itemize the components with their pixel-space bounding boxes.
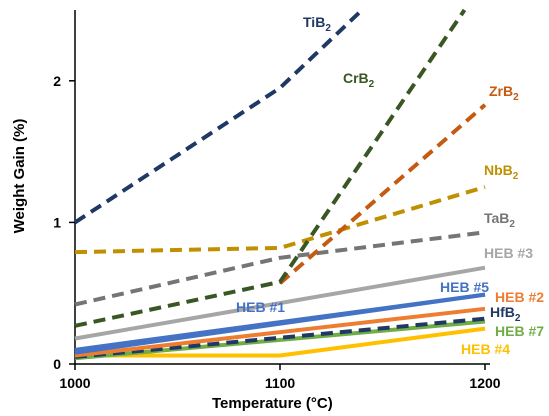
series-label-hfb2: HfB2 [490,304,521,324]
series-label-heb-3: HEB #3 [484,245,533,261]
y-tick-label: 0 [53,356,61,372]
series-label-heb-7: HEB #7 [495,323,544,339]
series-label-tab2: TaB2 [484,210,515,230]
series-labels: TiB2 CrB2 ZrB2 NbB2 TaB2 HEB #3 HEB #1 HEB #5 HE… [236,14,544,357]
x-axis-title: Temperature (°C) [212,395,333,412]
x-tick-label: 1100 [265,375,296,391]
series-line-heb-4 [75,326,486,358]
series-line-nbb2 [74,185,486,255]
series-label-heb-1: HEB #1 [236,299,285,315]
x-tick-label: 1000 [59,375,90,391]
series-line-tib2 [73,8,364,225]
x-tick-label: 1200 [469,375,500,391]
series-line-crb2 [74,8,467,328]
y-ticks: 0 1 2 [53,73,75,372]
y-axis-title: Weight Gain (%) [11,119,28,234]
series-line-heb-1 [74,292,486,352]
series-lines [73,8,487,361]
series-line-hfb2 [74,316,486,359]
series-line-heb-3 [74,265,486,341]
axes [74,10,490,365]
series-label-crb2: CrB2 [343,70,375,90]
series-label-zrb2: ZrB2 [489,83,519,103]
y-tick-label: 2 [53,73,61,89]
series-label-heb-4: HEB #4 [461,341,510,357]
series-label-heb-5: HEB #5 [440,279,489,295]
series-line-zrb2 [278,103,487,285]
series-label-nbb2: NbB2 [484,162,519,182]
series-line-tab2 [74,230,486,307]
series-label-tib2: TiB2 [303,14,331,34]
series-line-heb-2 [74,306,486,358]
series-label-heb-2: HEB #2 [495,289,544,305]
y-tick-label: 1 [53,214,61,230]
x-ticks: 1000 1100 1200 [59,364,501,391]
